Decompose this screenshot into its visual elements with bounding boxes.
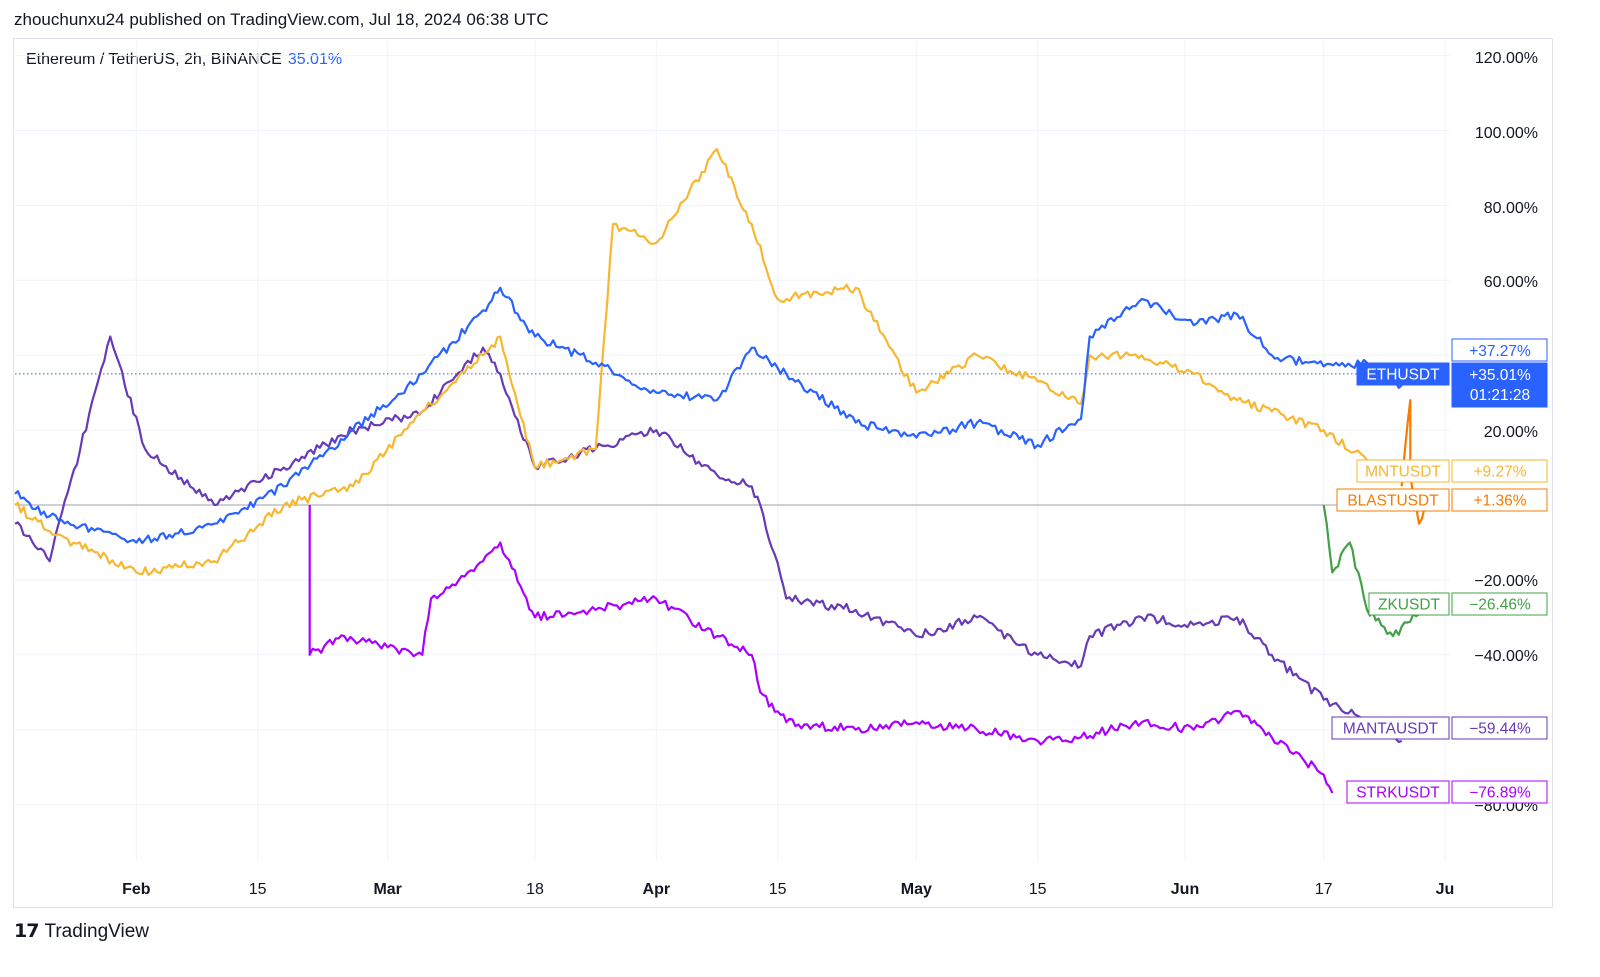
chart-frame xyxy=(13,38,1553,908)
x-tick-label: Mar xyxy=(373,881,401,898)
series-name-label: MNTUSDT xyxy=(1365,464,1441,481)
x-tick-label: May xyxy=(901,881,932,898)
x-tick-label: 17 xyxy=(1315,881,1333,898)
eth-high-label: +37.27% xyxy=(1469,343,1531,360)
series-line-ethusdt[interactable] xyxy=(14,286,1429,545)
series-name-label: MANTAUSDT xyxy=(1343,721,1439,738)
y-tick-label: 100.00% xyxy=(1475,125,1538,142)
series-value-label: −26.46% xyxy=(1469,597,1531,614)
x-tick-label: 15 xyxy=(1029,881,1047,898)
y-tick-label: −40.00% xyxy=(1474,648,1538,665)
tradingview-logo-icon: 𝟭𝟳 xyxy=(14,921,39,942)
series-line-mntusdt[interactable] xyxy=(14,148,1429,576)
y-tick-label: 80.00% xyxy=(1484,200,1538,217)
series-name-tag-blastusdt xyxy=(1336,488,1450,512)
series-value-label: +1.36% xyxy=(1473,493,1526,510)
series-name-label: ZKUSDT xyxy=(1378,597,1441,614)
series-line-strkusdt[interactable] xyxy=(308,505,1334,794)
x-tick-label: 15 xyxy=(249,881,267,898)
x-tick-label: 18 xyxy=(526,881,544,898)
series-value-label: −76.89% xyxy=(1469,785,1531,802)
footer-brand[interactable]: 𝟭𝟳 TradingView xyxy=(14,920,149,943)
series-value-tag-mntusdt xyxy=(1451,459,1548,483)
eth-high-tag xyxy=(1451,338,1548,362)
series-value-tag-zkusdt xyxy=(1451,592,1548,616)
x-tick-label: Apr xyxy=(643,881,671,898)
y-tick-label: 60.00% xyxy=(1484,274,1538,291)
eth-countdown-label: 01:21:28 xyxy=(1470,387,1530,404)
series-line-zkusdt[interactable] xyxy=(1322,504,1429,638)
series-name-tag-mntusdt xyxy=(1356,459,1450,483)
series-name-tag-ethusdt xyxy=(1356,362,1450,386)
series-name-label: ETHUSDT xyxy=(1366,367,1440,384)
series-name-tag-strkusdt xyxy=(1346,780,1450,804)
series-value-tag-mantausdt xyxy=(1451,716,1548,740)
series-value-tag-blastusdt xyxy=(1451,488,1548,512)
y-tick-label: 120.00% xyxy=(1475,50,1538,67)
y-tick-label: 20.00% xyxy=(1484,424,1538,441)
series-name-label: STRKUSDT xyxy=(1356,785,1440,802)
series-line-mantausdt[interactable] xyxy=(14,335,1403,744)
series-name-label: BLASTUSDT xyxy=(1347,493,1439,510)
eth-current-label: +35.01% xyxy=(1469,367,1531,384)
footer-brand-label: TradingView xyxy=(44,920,150,942)
x-tick-label: 15 xyxy=(769,881,787,898)
x-tick-label: Jun xyxy=(1171,881,1199,898)
series-value-tag-strkusdt xyxy=(1451,780,1548,804)
series-value-label: −59.44% xyxy=(1469,721,1531,738)
series-name-tag-mantausdt xyxy=(1331,716,1450,740)
eth-current-tag xyxy=(1451,362,1548,408)
x-tick-label: Ju xyxy=(1436,881,1455,898)
y-tick-label: −20.00% xyxy=(1474,573,1538,590)
publisher-line: zhouchunxu24 published on TradingView.co… xyxy=(14,10,549,29)
series-value-label: +9.27% xyxy=(1473,464,1526,481)
series-name-tag-zkusdt xyxy=(1368,592,1450,616)
x-tick-label: Feb xyxy=(122,881,151,898)
